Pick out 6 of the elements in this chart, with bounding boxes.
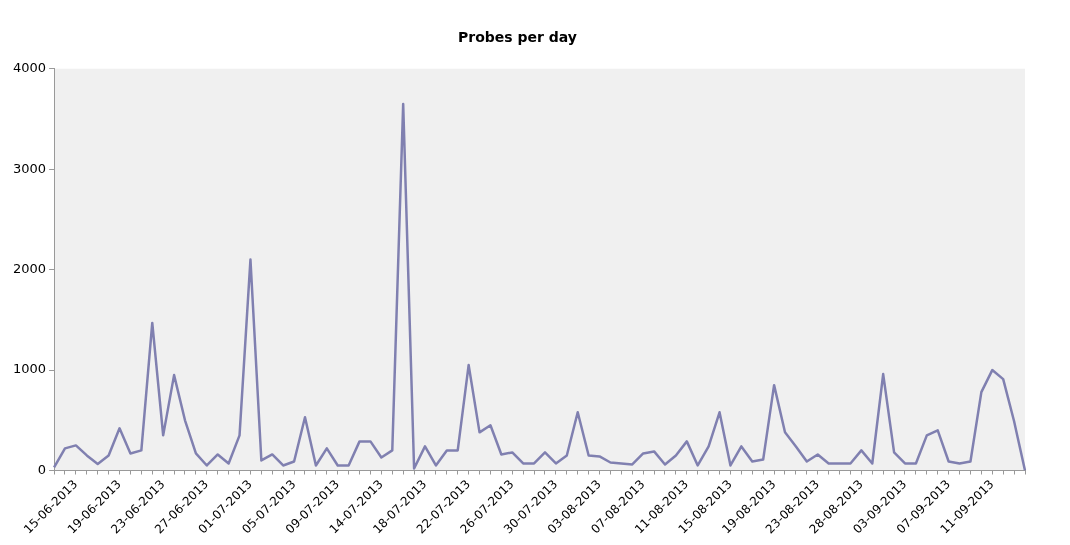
y-tick-label: 2000 bbox=[12, 261, 47, 277]
y-tick-label: 1000 bbox=[12, 361, 47, 377]
y-tick-label: 4000 bbox=[12, 60, 47, 76]
y-tick-label: 0 bbox=[37, 461, 47, 477]
y-tick-label: 3000 bbox=[12, 160, 47, 176]
chart-title: Probes per day bbox=[458, 29, 577, 46]
